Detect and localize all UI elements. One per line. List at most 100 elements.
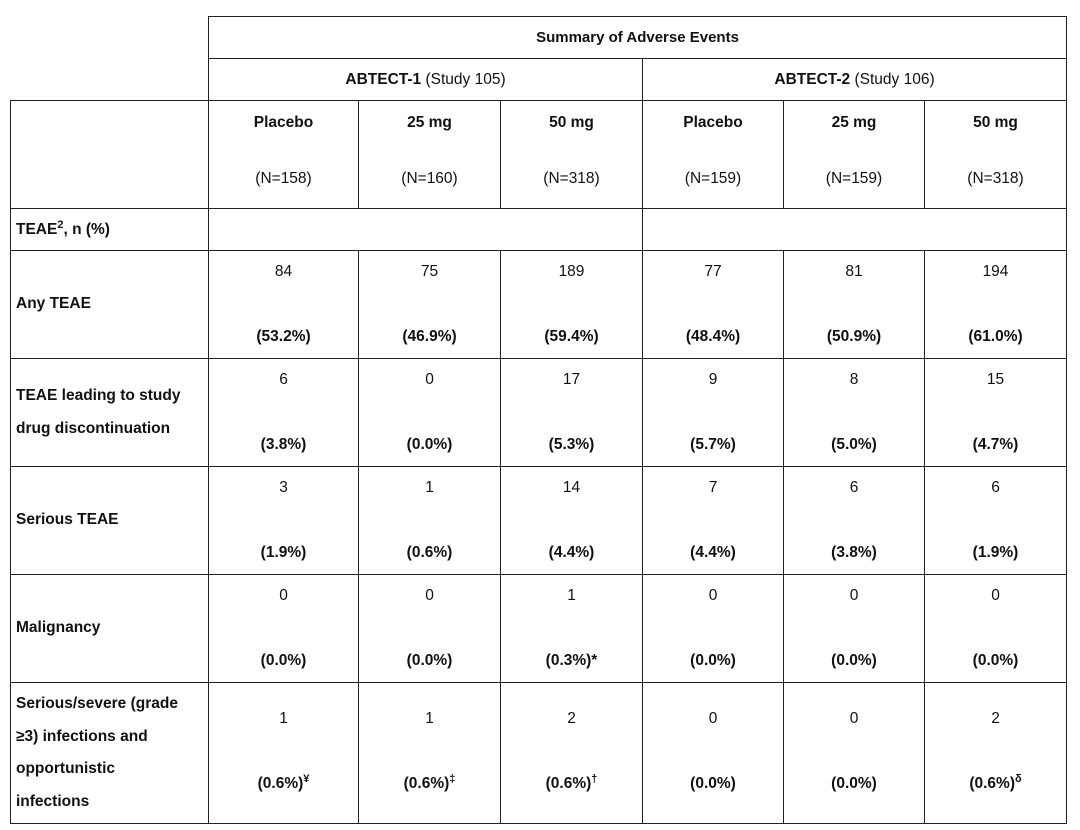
value-cell: 7 (4.4%) — [642, 466, 784, 575]
section-label: TEAE2, n (%) — [10, 208, 209, 251]
footnote-marker: ‡ — [449, 773, 456, 785]
percent-text: (4.4%) — [690, 544, 736, 561]
value-cell: 6 (1.9%) — [924, 466, 1067, 575]
corner-blank — [11, 59, 209, 101]
section-footnote: 2 — [57, 219, 64, 231]
percent-value: (4.7%) — [925, 436, 1066, 454]
value-cell: 1 (0.6%)¥ — [208, 682, 359, 824]
table-row: TEAE leading to study drug discontinuatio… — [10, 358, 1067, 467]
percent-text: (53.2%) — [256, 328, 311, 345]
count-value: 0 — [425, 587, 434, 604]
value-cell: 17 (5.3%) — [500, 358, 643, 467]
value-cell: 14 (4.4%) — [500, 466, 643, 575]
value-cell: 6 (3.8%) — [208, 358, 359, 467]
value-cell: 194 (61.0%) — [924, 250, 1067, 359]
row-label: Malignancy — [10, 574, 209, 683]
percent-value: (0.6%) — [359, 544, 500, 562]
count-value: 75 — [420, 263, 439, 280]
percent-value: (50.9%) — [784, 328, 924, 346]
arm-n: (N=159) — [684, 170, 742, 187]
arm-header: 25 mg (N=160) — [358, 100, 501, 209]
percent-value: (0.6%)δ — [925, 774, 1066, 793]
percent-value: (0.0%) — [209, 652, 358, 670]
percent-value: (48.4%) — [643, 328, 783, 346]
percent-value: (0.0%) — [359, 652, 500, 670]
value-cell: 15 (4.7%) — [924, 358, 1067, 467]
percent-text: (0.6%) — [403, 775, 450, 792]
value-cell: 0 (0.0%) — [642, 574, 784, 683]
percent-text: (0.3%)* — [545, 652, 598, 669]
count-value: 194 — [982, 263, 1009, 280]
percent-text: (59.4%) — [544, 328, 599, 345]
percent-value: (0.0%) — [784, 775, 924, 793]
percent-value: (0.0%) — [784, 652, 924, 670]
corner-blank — [11, 17, 209, 59]
arm-label: Placebo — [683, 114, 743, 131]
arm-n: (N=160) — [401, 170, 458, 187]
percent-text: (0.0%) — [831, 775, 877, 792]
arm-header: 50 mg (N=318) — [924, 100, 1067, 209]
percent-value: (61.0%) — [925, 328, 1066, 346]
table-title: Summary of Adverse Events — [208, 16, 1067, 59]
percent-value: (5.3%) — [501, 436, 642, 454]
row-label: TEAE leading to study drug discontinuatio… — [10, 358, 209, 467]
percent-text: (0.0%) — [406, 652, 453, 669]
row-label: Serious/severe (grade ≥3) infections and o… — [10, 682, 209, 824]
value-cell: 2 (0.6%)† — [500, 682, 643, 824]
percent-text: (5.3%) — [548, 436, 595, 453]
percent-text: (0.6%) — [406, 544, 453, 561]
count-value: 0 — [849, 587, 859, 604]
percent-value: (1.9%) — [925, 544, 1066, 562]
percent-text: (0.0%) — [260, 652, 307, 669]
value-cell: 1 (0.6%)‡ — [358, 682, 501, 824]
percent-text: (0.0%) — [831, 652, 877, 669]
arm-header: 25 mg (N=159) — [783, 100, 925, 209]
arm-n: (N=158) — [255, 170, 312, 187]
value-cell: 81 (50.9%) — [783, 250, 925, 359]
arm-label: 25 mg — [831, 114, 877, 131]
row-label-line: TEAE leading to study — [16, 387, 181, 404]
count-value: 2 — [991, 710, 1000, 727]
arm-header: 50 mg (N=318) — [500, 100, 643, 209]
table-row: Any TEAE 84 (53.2%) 75 (46.9%) 189 (59.4%) 77 (4… — [10, 250, 1067, 359]
row-label-line: drug discontinuation — [16, 419, 171, 437]
percent-value: (0.0%) — [359, 436, 500, 454]
count-value: 1 — [279, 710, 288, 727]
percent-text: (61.0%) — [968, 328, 1023, 345]
count-value: 77 — [704, 263, 722, 280]
value-cell: 6 (3.8%) — [783, 466, 925, 575]
percent-value: (53.2%) — [209, 328, 358, 346]
percent-value: (46.9%) — [359, 328, 500, 346]
study-name: ABTECT-1 — [345, 71, 422, 88]
percent-text: (0.0%) — [406, 436, 453, 453]
percent-value: (5.0%) — [784, 436, 924, 454]
percent-text: (0.6%) — [969, 775, 1015, 792]
percent-value: (3.8%) — [784, 544, 924, 562]
value-cell: 84 (53.2%) — [208, 250, 359, 359]
count-value: 8 — [849, 371, 859, 388]
count-value: 0 — [279, 587, 288, 604]
footnote-marker: † — [591, 773, 598, 785]
row-label: Serious TEAE — [10, 466, 209, 575]
percent-text: (0.0%) — [690, 775, 736, 792]
count-value: 6 — [991, 479, 1000, 496]
value-cell: 0 (0.0%) — [924, 574, 1067, 683]
count-value: 6 — [849, 479, 859, 496]
percent-text: (1.9%) — [260, 544, 307, 561]
percent-text: (3.8%) — [260, 436, 307, 453]
percent-value: (59.4%) — [501, 328, 642, 346]
count-value: 1 — [567, 587, 576, 604]
table-row: Serious TEAE 3 (1.9%) 1 (0.6%) 14 (4.4%) 7 (4.4%… — [10, 466, 1067, 575]
value-cell: 0 (0.0%) — [783, 574, 925, 683]
arm-label: Placebo — [253, 114, 314, 131]
count-value: 0 — [991, 587, 1000, 604]
count-value: 0 — [708, 587, 718, 604]
section-spacer-abtect2 — [642, 208, 1067, 251]
arm-header: Placebo (N=159) — [642, 100, 784, 209]
study-sub: (Study 106) — [854, 71, 935, 88]
value-cell: 1 (0.3%)* — [500, 574, 643, 683]
percent-text: (4.7%) — [972, 436, 1019, 453]
table-row: Serious/severe (grade ≥3) infections and o… — [10, 682, 1067, 824]
count-value: 15 — [986, 371, 1005, 388]
count-value: 0 — [425, 371, 434, 388]
